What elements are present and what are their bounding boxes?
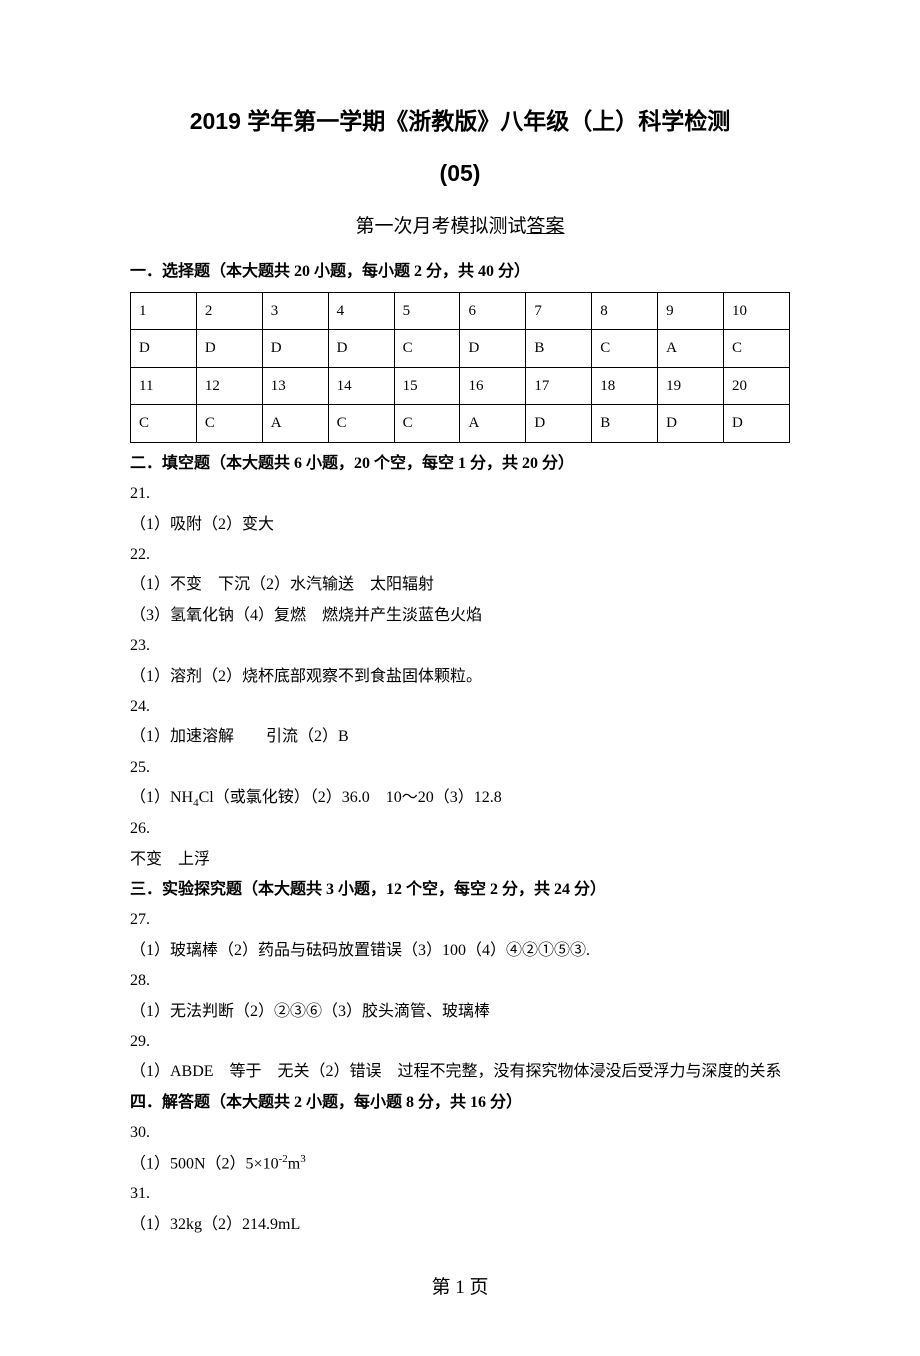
table-cell: 3 xyxy=(262,292,328,330)
q23-num: 23. xyxy=(130,631,790,661)
table-cell: 1 xyxy=(131,292,197,330)
q30-sup2: 3 xyxy=(300,1153,306,1165)
q22-answer2: （3）氢氧化钠（4）复燃 燃烧并产生淡蓝色火焰 xyxy=(130,601,790,631)
table-cell: 19 xyxy=(658,367,724,405)
table-row: D D D D C D B C A C xyxy=(131,330,790,368)
q21-answer: （1）吸附（2）变大 xyxy=(130,510,790,540)
q24-answer: （1）加速溶解 引流（2）B xyxy=(130,722,790,752)
q25-answer: （1）NH4Cl（或氯化铵）（2）36.0 10～20（3）12.8 xyxy=(130,783,790,814)
q31-answer: （1）32kg（2）214.9mL xyxy=(130,1210,790,1240)
section2-header: 二．填空题（本大题共 6 小题，20 个空，每空 1 分，共 20 分） xyxy=(130,449,790,479)
table-cell: 8 xyxy=(592,292,658,330)
answer-table: 1 2 3 4 5 6 7 8 9 10 D D D D C D B C A C… xyxy=(130,292,790,443)
table-cell: B xyxy=(526,330,592,368)
table-cell: 15 xyxy=(394,367,460,405)
page-number: 第 1 页 xyxy=(130,1270,790,1306)
subtitle: 第一次月考模拟测试答案 xyxy=(130,209,790,245)
table-cell: 10 xyxy=(724,292,790,330)
q28-num: 28. xyxy=(130,966,790,996)
table-cell: A xyxy=(658,330,724,368)
q29-num: 29. xyxy=(130,1027,790,1057)
q30-suffix1: m xyxy=(288,1155,300,1172)
table-cell: A xyxy=(262,405,328,443)
table-row: 1 2 3 4 5 6 7 8 9 10 xyxy=(131,292,790,330)
table-row: C C A C C A D B D D xyxy=(131,405,790,443)
table-cell: D xyxy=(658,405,724,443)
table-cell: D xyxy=(328,330,394,368)
table-cell: C xyxy=(196,405,262,443)
q23-answer: （1）溶剂（2）烧杯底部观察不到食盐固体颗粒。 xyxy=(130,662,790,692)
table-cell: 6 xyxy=(460,292,526,330)
section4-header: 四．解答题（本大题共 2 小题，每小题 8 分，共 16 分） xyxy=(130,1088,790,1118)
table-cell: 7 xyxy=(526,292,592,330)
table-cell: 2 xyxy=(196,292,262,330)
table-cell: 16 xyxy=(460,367,526,405)
table-cell: 13 xyxy=(262,367,328,405)
table-cell: C xyxy=(394,405,460,443)
section1-header: 一．选择题（本大题共 20 小题，每小题 2 分，共 40 分） xyxy=(130,257,790,287)
title-number: (05) xyxy=(130,152,790,196)
table-cell: 14 xyxy=(328,367,394,405)
q30-sup: -2 xyxy=(279,1153,288,1165)
table-cell: B xyxy=(592,405,658,443)
q27-num: 27. xyxy=(130,905,790,935)
q22-answer1: （1）不变 下沉（2）水汽输送 太阳辐射 xyxy=(130,570,790,600)
table-cell: D xyxy=(196,330,262,368)
table-cell: C xyxy=(592,330,658,368)
section3-header: 三．实验探究题（本大题共 3 小题，12 个空，每空 2 分，共 24 分） xyxy=(130,875,790,905)
q22-num: 22. xyxy=(130,540,790,570)
table-cell: C xyxy=(131,405,197,443)
q28-answer: （1）无法判断（2）②③⑥（3）胶头滴管、玻璃棒 xyxy=(130,997,790,1027)
q25-suffix: Cl（或氯化铵）（2）36.0 10～20（3）12.8 xyxy=(199,789,502,806)
q25-num: 25. xyxy=(130,753,790,783)
q21-num: 21. xyxy=(130,479,790,509)
table-cell: 4 xyxy=(328,292,394,330)
q30-num: 30. xyxy=(130,1118,790,1148)
table-cell: C xyxy=(328,405,394,443)
q31-num: 31. xyxy=(130,1179,790,1209)
table-cell: 12 xyxy=(196,367,262,405)
table-cell: D xyxy=(131,330,197,368)
title-main: 2019 学年第一学期《浙教版》八年级（上）科学检测 xyxy=(130,100,790,144)
table-cell: A xyxy=(460,405,526,443)
table-cell: C xyxy=(724,330,790,368)
table-cell: D xyxy=(724,405,790,443)
subtitle-underline: 答案 xyxy=(527,216,565,237)
table-cell: D xyxy=(460,330,526,368)
q30-prefix: （1）500N（2）5×10 xyxy=(130,1155,279,1172)
table-cell: 18 xyxy=(592,367,658,405)
q27-answer: （1）玻璃棒（2）药品与砝码放置错误（3）100（4）④②①⑤③. xyxy=(130,936,790,966)
table-cell: 11 xyxy=(131,367,197,405)
table-cell: 5 xyxy=(394,292,460,330)
table-cell: 9 xyxy=(658,292,724,330)
q29-answer: （1）ABDE 等于 无关（2）错误 过程不完整，没有探究物体浸没后受浮力与深度… xyxy=(130,1057,790,1087)
q25-prefix: （1）NH xyxy=(130,789,193,806)
table-cell: C xyxy=(394,330,460,368)
table-cell: 17 xyxy=(526,367,592,405)
table-cell: 20 xyxy=(724,367,790,405)
q26-num: 26. xyxy=(130,814,790,844)
table-cell: D xyxy=(262,330,328,368)
table-cell: D xyxy=(526,405,592,443)
q26-answer: 不变 上浮 xyxy=(130,845,790,875)
table-row: 11 12 13 14 15 16 17 18 19 20 xyxy=(131,367,790,405)
subtitle-prefix: 第一次月考模拟测试 xyxy=(355,216,526,237)
q24-num: 24. xyxy=(130,692,790,722)
q30-answer: （1）500N（2）5×10-2m3 xyxy=(130,1149,790,1180)
